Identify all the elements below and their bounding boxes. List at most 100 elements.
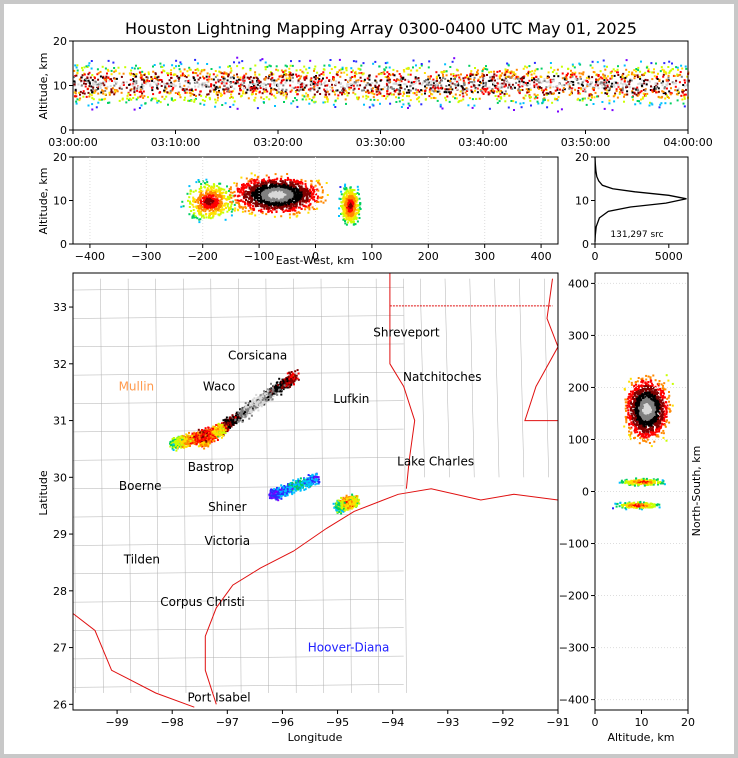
altitude-time-source: [596, 61, 599, 64]
altitude-time-source: [467, 77, 470, 80]
altitude-time-source: [178, 77, 180, 80]
altitude-time-source: [142, 85, 145, 88]
altitude-time-source: [265, 86, 268, 89]
altitude-time-source: [386, 79, 389, 82]
altitude-eastwest-source: [259, 192, 262, 195]
altitude-time-source: [111, 91, 114, 94]
altitude-time-source: [159, 62, 162, 65]
altitude-time-source: [277, 84, 280, 86]
altitude-time-source: [666, 96, 669, 98]
altitude-time-source: [586, 81, 589, 83]
altitude-time-source: [105, 75, 108, 78]
altitude-time-source: [533, 78, 536, 81]
altitude-eastwest-source: [277, 186, 280, 189]
altitude-time-source: [681, 90, 684, 93]
altitude-time-source: [173, 67, 176, 70]
altitude-eastwest-source: [211, 194, 214, 197]
altitude-eastwest-source: [311, 192, 314, 195]
altitude-time-source: [578, 82, 581, 85]
altitude-time-source: [154, 77, 156, 79]
altitude-eastwest-source: [292, 203, 295, 206]
altitude-time-source: [91, 91, 94, 94]
altitude-time-source: [506, 62, 509, 65]
altitude-eastwest-source: [182, 205, 185, 208]
altitude-time-source: [363, 89, 365, 92]
altitude-time-source: [431, 86, 434, 89]
altitude-time-source: [193, 79, 196, 81]
altitude-time-source: [482, 82, 485, 85]
altitude-time-source: [375, 75, 378, 78]
altitude-time-source: [681, 98, 684, 101]
altitude-time-source: [408, 95, 411, 98]
altitude-time-source: [107, 59, 110, 62]
altitude-time-source: [569, 76, 572, 79]
altitude-time-source: [230, 96, 233, 98]
altitude-time-source: [504, 68, 507, 71]
altitude-time-source: [350, 71, 353, 74]
altitude-time-source: [621, 74, 624, 77]
altitude-eastwest-source: [253, 182, 256, 185]
altitude-eastwest-source: [197, 197, 200, 200]
altitude-time-source: [523, 75, 526, 78]
altitude-time-source: [567, 81, 570, 83]
altitude-time-source: [74, 81, 76, 84]
altitude-eastwest-source: [252, 205, 254, 208]
altitude-eastwest-source: [310, 183, 313, 186]
altitude-eastwest-source: [272, 184, 275, 187]
altitude-time-source: [599, 70, 602, 73]
altitude-eastwest-source: [230, 196, 233, 199]
altitude-time-source: [301, 83, 304, 86]
altitude-eastwest-source: [276, 191, 279, 194]
altitude-time-source: [130, 98, 133, 101]
altitude-time-source: [644, 94, 647, 97]
altitude-eastwest-source: [270, 196, 273, 199]
altitude-eastwest-source: [248, 191, 251, 194]
altitude-time-source: [277, 91, 280, 94]
altitude-time-source: [474, 89, 476, 92]
altitude-time-source: [467, 83, 470, 86]
altitude-time-source: [461, 92, 464, 95]
altitude-time-source: [503, 93, 506, 95]
altitude-time-source: [270, 78, 273, 81]
altitude-time-source: [475, 74, 478, 76]
altitude-time-source: [270, 73, 273, 76]
altitude-time-source: [99, 98, 102, 101]
altitude-time-source: [328, 64, 331, 67]
altitude-time-source: [686, 75, 689, 78]
altitude-time-source: [196, 81, 199, 84]
altitude-time-source: [597, 87, 600, 90]
altitude-time-source: [268, 64, 271, 67]
altitude-time-source: [342, 91, 345, 94]
altitude-time-source: [546, 81, 549, 84]
altitude-time-source: [591, 76, 594, 79]
altitude-eastwest-source: [181, 200, 184, 203]
altitude-time-source: [563, 88, 566, 91]
altitude-time-source: [215, 91, 218, 94]
altitude-time-source: [473, 104, 476, 107]
altitude-time-source: [318, 87, 321, 90]
altitude-time-source: [341, 68, 344, 71]
altitude-time-source: [163, 91, 166, 93]
altitude-time-source: [311, 87, 314, 90]
altitude-eastwest-source: [273, 200, 276, 203]
altitude-time-source: [656, 78, 659, 80]
altitude-time-source: [428, 88, 431, 91]
altitude-eastwest-source: [199, 194, 202, 197]
altitude-time-source: [425, 86, 428, 89]
altitude-eastwest-source: [197, 205, 200, 208]
altitude-time-source: [107, 76, 110, 79]
altitude-time-source: [189, 92, 192, 95]
altitude-eastwest-source: [254, 189, 257, 192]
altitude-time-source: [484, 84, 487, 87]
altitude-time-source: [441, 79, 443, 82]
altitude-time-source: [145, 76, 148, 79]
altitude-time-source: [653, 75, 656, 78]
altitude-time-source: [627, 73, 630, 76]
altitude-time-source: [170, 81, 173, 84]
altitude-time-source: [668, 83, 671, 86]
altitude-time-source: [92, 88, 94, 91]
altitude-time-source: [212, 73, 215, 76]
altitude-eastwest-source: [283, 189, 286, 192]
altitude-time-source: [455, 74, 458, 77]
altitude-time-source: [258, 73, 261, 76]
